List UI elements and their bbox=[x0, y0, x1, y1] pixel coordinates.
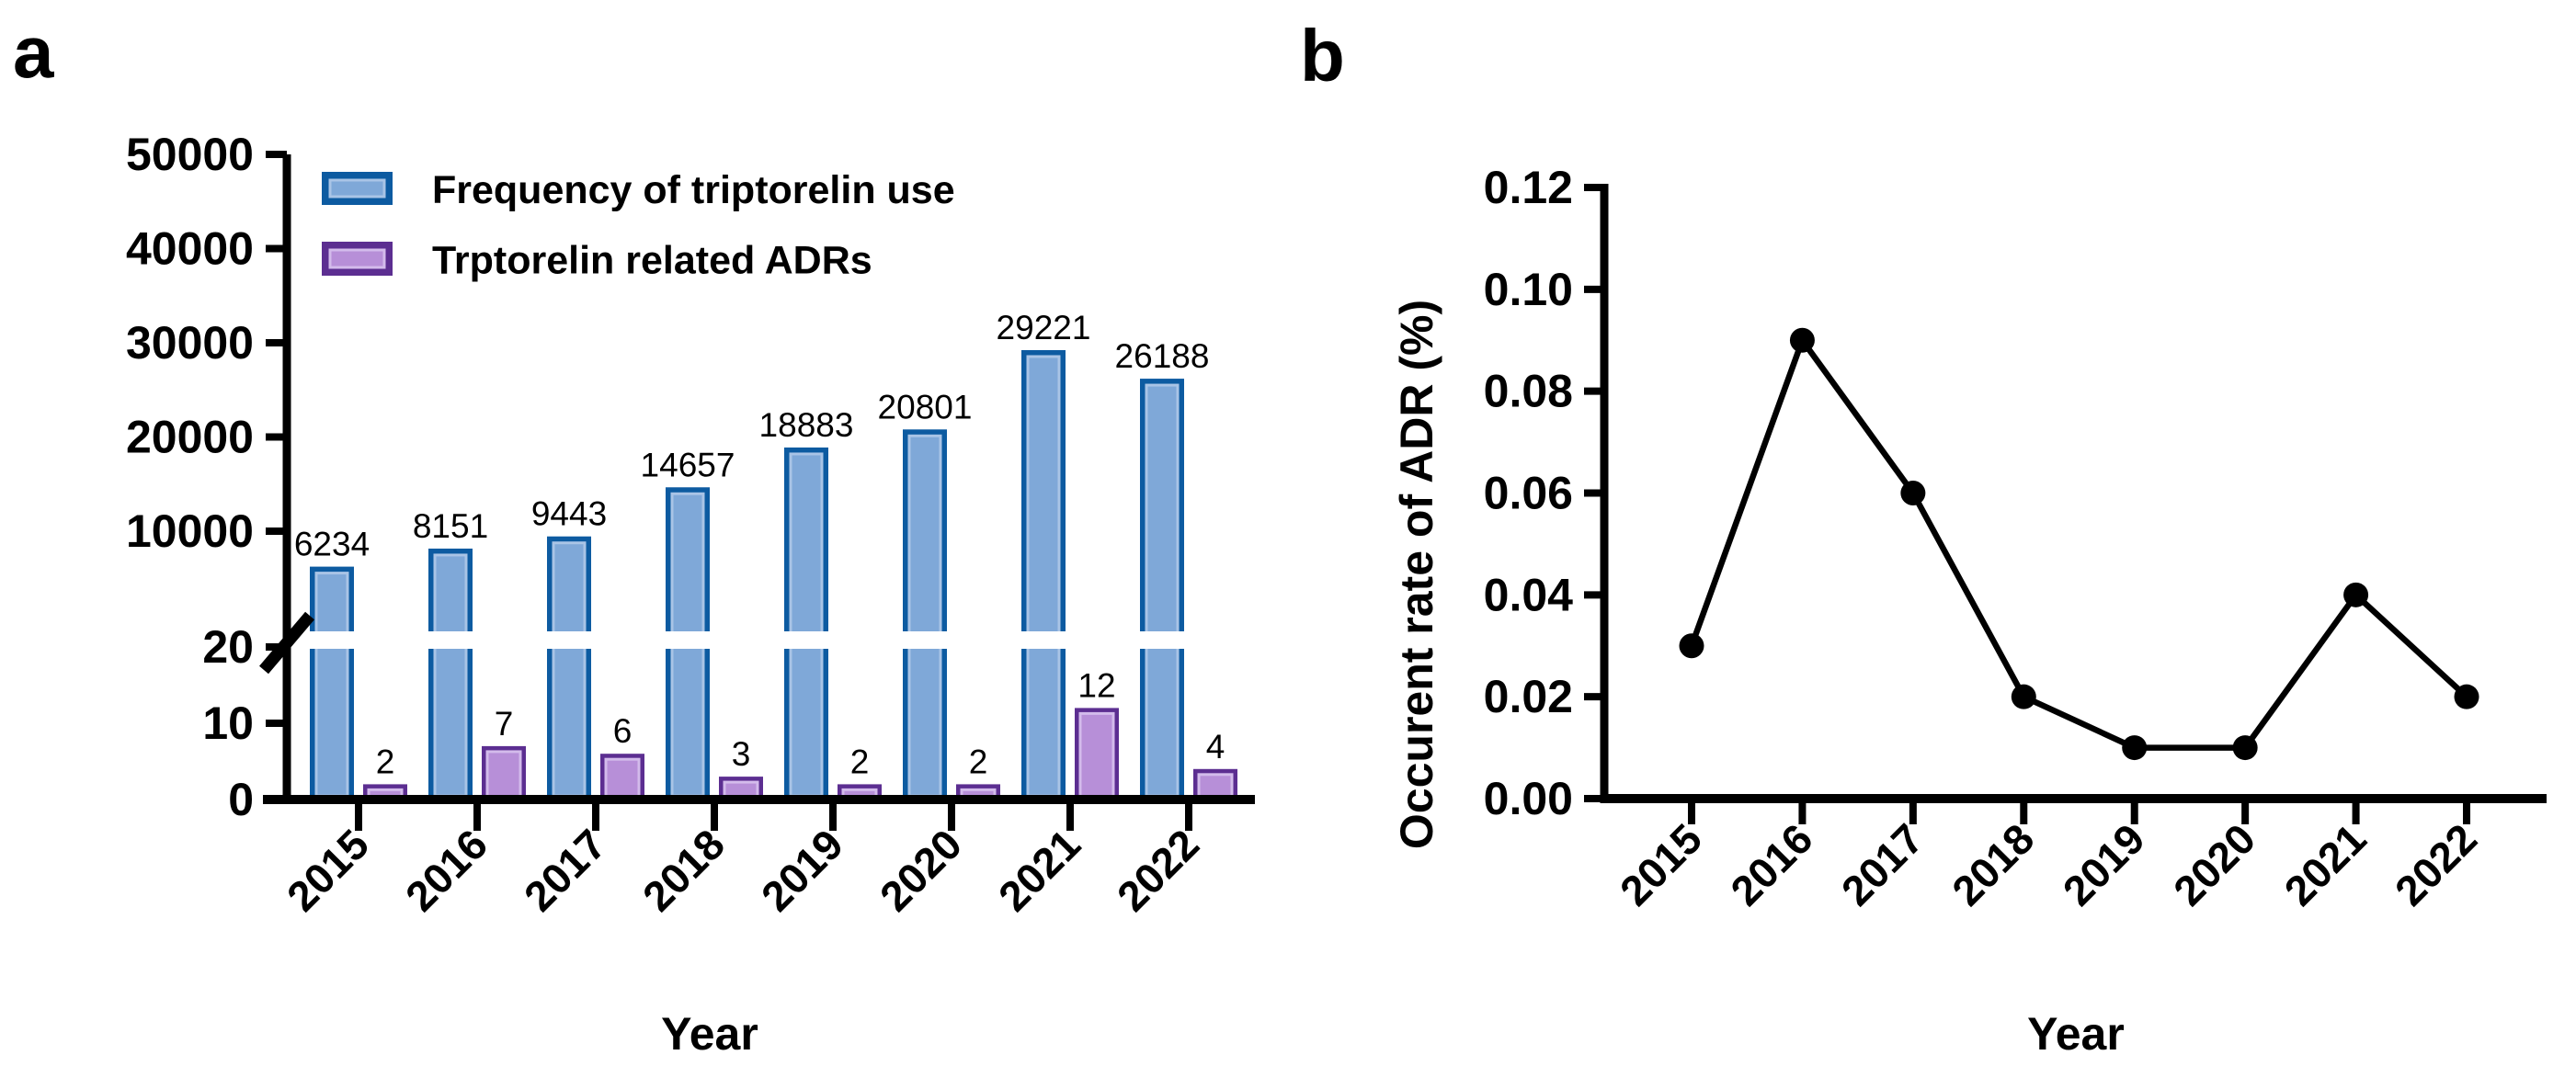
axis-break-band-2021 bbox=[1018, 631, 1069, 649]
y-tick-label-a-upper-20000: 20000 bbox=[126, 412, 254, 463]
panel-a: a 6234 2 8151 7 9443 6 14657 3 18883 2 20801 2 29221 1… bbox=[13, 11, 1255, 1060]
adr-value-label-2016: 7 bbox=[495, 705, 514, 743]
data-point-2016-b bbox=[1789, 327, 1815, 353]
y-tick-label-b-0.12: 0.12 bbox=[1484, 162, 1573, 213]
frequency-value-label-2015: 6234 bbox=[294, 526, 370, 563]
y-tick-label-b-0.08: 0.08 bbox=[1484, 366, 1573, 417]
axis-break-icon bbox=[259, 611, 314, 675]
x-tick-label-b-2015: 2015 bbox=[1611, 814, 1711, 914]
x-axis-title-a: Year bbox=[661, 1008, 758, 1060]
x-tick-label-b-2022: 2022 bbox=[2386, 814, 2486, 914]
y-axis-title-b: Occurent rate of ADR (%) bbox=[1391, 300, 1442, 849]
frequency-value-label-2017: 9443 bbox=[531, 495, 607, 533]
adr-value-label-2019: 2 bbox=[850, 743, 870, 780]
bar-frequency-fill-2019 bbox=[789, 452, 824, 798]
frequency-value-label-2021: 29221 bbox=[997, 309, 1091, 346]
axis-break-band-2022 bbox=[1136, 631, 1188, 649]
adr-value-label-2015: 2 bbox=[376, 743, 395, 780]
adr-value-label-2018: 3 bbox=[732, 735, 751, 773]
panel-a-break-bands bbox=[306, 631, 1188, 649]
x-tick-label-a-2020: 2020 bbox=[871, 820, 971, 920]
y-tick-label-b-0.06: 0.06 bbox=[1484, 468, 1573, 519]
y-tick-label-a-upper-50000: 50000 bbox=[126, 129, 254, 180]
frequency-value-label-2016: 8151 bbox=[413, 507, 488, 545]
legend-swatch-fill-adr bbox=[328, 248, 386, 269]
data-point-2015-b bbox=[1679, 633, 1704, 659]
x-tick-label-a-2016: 2016 bbox=[396, 820, 496, 920]
adr-rate-line bbox=[1688, 334, 2469, 751]
bar-frequency-fill-2017 bbox=[552, 541, 587, 798]
x-tick-label-a-2021: 2021 bbox=[989, 820, 1089, 920]
bar-frequency-fill-2015 bbox=[314, 572, 349, 798]
axis-break-band-2020 bbox=[899, 631, 951, 649]
y-tick-label-a-upper-40000: 40000 bbox=[126, 223, 254, 275]
bar-adr-fill-2021 bbox=[1078, 711, 1115, 799]
axis-break-band-2016 bbox=[425, 631, 476, 649]
y-tick-label-b-0.10: 0.10 bbox=[1484, 264, 1573, 315]
adr-value-label-2020: 2 bbox=[969, 743, 988, 780]
bar-frequency-fill-2020 bbox=[907, 434, 942, 798]
panel-b-axes: 0.00 0.02 0.04 0.06 0.08 0.10 0.12 2015 2016 2017… bbox=[1484, 162, 2547, 914]
bar-adr-fill-2016 bbox=[485, 750, 522, 799]
x-tick-label-b-2020: 2020 bbox=[2164, 814, 2264, 914]
x-axis-title-b: Year bbox=[2027, 1008, 2125, 1060]
y-tick-label-a-lower-0: 0 bbox=[228, 774, 254, 825]
data-point-2021-b bbox=[2343, 582, 2369, 607]
adr-value-label-2022: 4 bbox=[1206, 728, 1225, 766]
data-point-2018-b bbox=[2011, 684, 2036, 709]
x-tick-label-b-2018: 2018 bbox=[1943, 814, 2043, 914]
bar-frequency-fill-2022 bbox=[1145, 383, 1180, 798]
x-tick-label-a-2017: 2017 bbox=[515, 820, 615, 920]
x-tick-label-a-2022: 2022 bbox=[1108, 820, 1208, 920]
y-tick-label-b-0.00: 0.00 bbox=[1484, 773, 1573, 824]
x-tick-label-b-2019: 2019 bbox=[2054, 814, 2154, 914]
legend-swatch-fill-frequency bbox=[328, 178, 386, 199]
panel-b-letter: b bbox=[1300, 15, 1345, 96]
axis-break-band-2017 bbox=[543, 631, 595, 649]
x-tick-label-a-2019: 2019 bbox=[752, 820, 852, 920]
data-point-2020-b bbox=[2232, 735, 2258, 761]
x-tick-label-b-2021: 2021 bbox=[2275, 814, 2376, 914]
x-tick-label-a-2015: 2015 bbox=[278, 820, 378, 920]
y-tick-label-a-lower-20: 20 bbox=[202, 621, 254, 673]
bar-adr-fill-2018 bbox=[723, 780, 759, 799]
axis-break-band-2018 bbox=[662, 631, 713, 649]
panel-a-bars bbox=[310, 349, 1237, 800]
axis-break-band-2015 bbox=[306, 631, 358, 649]
legend-label-frequency: Frequency of triptorelin use bbox=[432, 168, 955, 212]
legend-a: Frequency of triptorelin use Trptorelin r… bbox=[322, 168, 955, 283]
frequency-value-label-2020: 20801 bbox=[878, 388, 973, 425]
adr-value-label-2017: 6 bbox=[613, 712, 633, 750]
x-tick-label-b-2016: 2016 bbox=[1721, 814, 1821, 914]
frequency-value-label-2018: 14657 bbox=[641, 446, 735, 483]
bar-adr-fill-2022 bbox=[1197, 773, 1234, 799]
y-tick-label-a-upper-10000: 10000 bbox=[126, 505, 254, 557]
y-tick-label-a-lower-10: 10 bbox=[202, 698, 254, 749]
y-tick-label-b-0.02: 0.02 bbox=[1484, 671, 1573, 722]
y-tick-label-b-0.04: 0.04 bbox=[1484, 569, 1574, 620]
frequency-value-label-2022: 26188 bbox=[1115, 337, 1210, 375]
adr-value-label-2021: 12 bbox=[1077, 666, 1115, 704]
panel-a-value-labels: 6234 2 8151 7 9443 6 14657 3 18883 2 20801 2 29221 12… bbox=[294, 309, 1225, 780]
data-point-2019-b bbox=[2122, 735, 2148, 761]
bar-frequency-fill-2021 bbox=[1026, 355, 1061, 798]
axis-break-band-2019 bbox=[781, 631, 832, 649]
data-point-2017-b bbox=[1900, 481, 1926, 506]
panel-a-letter: a bbox=[13, 11, 54, 93]
legend-label-adr: Trptorelin related ADRs bbox=[432, 239, 872, 283]
bar-adr-fill-2017 bbox=[604, 757, 641, 799]
x-tick-label-b-2017: 2017 bbox=[1832, 814, 1932, 914]
bar-frequency-fill-2016 bbox=[433, 553, 468, 798]
data-point-2022-b bbox=[2454, 684, 2479, 709]
y-tick-label-a-upper-30000: 30000 bbox=[126, 317, 254, 369]
frequency-value-label-2019: 18883 bbox=[759, 406, 854, 444]
x-tick-label-a-2018: 2018 bbox=[633, 820, 734, 920]
